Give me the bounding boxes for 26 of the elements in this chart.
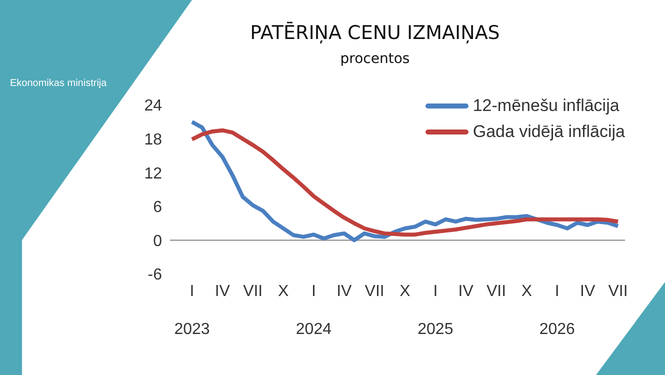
x-tick-label: IV <box>458 283 474 300</box>
x-tick-label: VII <box>243 283 263 300</box>
legend-label: 12-mēnešu inflācija <box>472 96 620 116</box>
x-tick-label: X <box>521 283 532 300</box>
x-tick-label: X <box>278 283 289 300</box>
x-tick-label: IV <box>336 283 352 300</box>
x-tick-label: VII <box>486 283 506 300</box>
chart-title: PATĒRIŅA CENU IZMAIŅAS <box>249 22 501 44</box>
text: Ekonomikas ministrija <box>10 78 107 89</box>
category-label: I 2026 <box>539 283 575 338</box>
x-tick-label: VII <box>608 283 628 300</box>
legend-label: Gada vidējā inflācija <box>472 122 625 142</box>
category-label: I 2024 <box>296 283 332 338</box>
category-label: I 2025 <box>418 283 454 338</box>
y-tick-label: 24 <box>144 98 162 115</box>
x-tick-label: IV <box>580 283 596 300</box>
x-tick-label: IV <box>214 283 230 300</box>
y-tick-label: 0 <box>153 232 162 250</box>
chart-subtitle: procentos <box>339 51 411 67</box>
x-tick-label: VII <box>364 283 384 300</box>
y-tick-label: -6 <box>148 266 162 284</box>
x-tick-label: X <box>400 283 411 300</box>
y-tick-label: 6 <box>153 199 162 216</box>
y-tick-label: 18 <box>144 131 162 148</box>
y-tick-label: 12 <box>144 165 162 182</box>
category-label: I 2023 <box>174 283 210 338</box>
